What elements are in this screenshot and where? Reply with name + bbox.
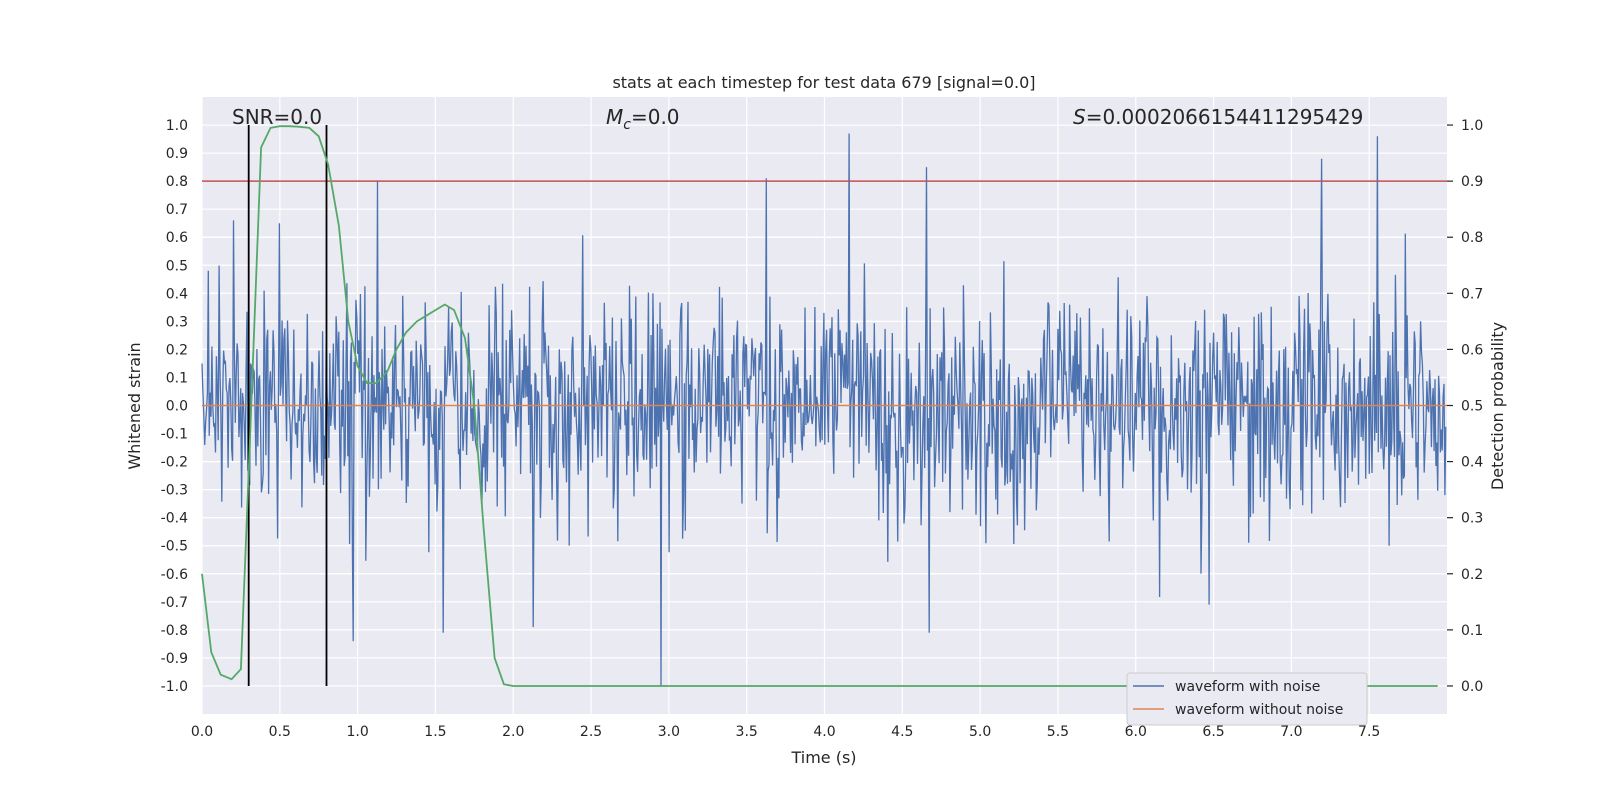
chirp-mass-subscript: c [623,117,631,133]
y-tick-label: 1.0 [166,118,188,134]
x-tick-label: 3.0 [658,724,680,740]
y-tick-label: -0.9 [161,651,188,667]
x-tick-label: 1.5 [424,724,446,740]
legend: waveform with noise waveform without noi… [1126,672,1368,726]
y-tick-label: 0.6 [166,230,188,246]
y2-tick-label: 0.3 [1461,511,1483,527]
x-tick-label: 1.0 [346,724,368,740]
y-tick-label: 0.7 [166,202,188,218]
series-waveform-with-noise [201,133,1447,687]
detection-probability-path [201,125,1438,687]
y-tick-label: -0.5 [161,539,188,555]
y-tick-label: -1.0 [161,679,188,695]
noise-waveform-path [201,133,1447,687]
snr-annotation: SNR=0.0 [232,105,322,129]
y-axis-ticks: 1.0 0.9 0.8 0.7 0.6 0.5 0.4 0.3 0.2 0.1 0.0 -0.1 -0.… [161,118,188,695]
y2-tick-label: 0.6 [1461,342,1483,358]
y-tick-label: -0.1 [161,427,188,443]
x-tick-label: 0.0 [191,724,213,740]
x-tick-label: 4.0 [813,724,835,740]
legend-box [1126,672,1368,726]
y-tick-label: -0.2 [161,455,188,471]
y-tick-label: 0.1 [166,370,188,386]
y2-tick-label: 0.0 [1461,679,1483,695]
y2-axis-label: Detection probability [1488,322,1507,490]
y-tick-label: 0.2 [166,342,188,358]
chirp-mass-annotation: Mc=0.0 [606,105,680,133]
y2-tick-label: 0.4 [1461,455,1483,471]
y-tick-label: -0.6 [161,567,188,583]
y-tick-label: -0.7 [161,595,188,611]
y-tick-label: 0.9 [166,146,188,162]
x-tick-label: 7.5 [1358,724,1380,740]
y2-tick-label: 0.1 [1461,623,1483,639]
x-tick-label: 0.5 [269,724,291,740]
vertical-markers [247,125,328,686]
legend-label-with-noise: waveform with noise [1175,679,1320,695]
y-tick-label: -0.8 [161,623,188,639]
x-axis-label: Time (s) [790,748,856,767]
series-detection-probability [201,125,1438,687]
x-tick-label: 6.5 [1202,724,1224,740]
x-tick-label: 4.5 [891,724,913,740]
x-tick-label: 5.5 [1047,724,1069,740]
x-tick-label: 3.5 [736,724,758,740]
y-tick-label: 0.8 [166,174,188,190]
score-symbol: S [1073,105,1086,129]
y-tick-label: 0.0 [166,399,188,415]
y2-tick-label: 0.8 [1461,230,1483,246]
x-tick-label: 2.5 [580,724,602,740]
score-value: =0.0002066154411295429 [1086,105,1364,129]
chirp-mass-symbol: M [606,105,623,129]
x-tick-label: 2.0 [502,724,524,740]
y-tick-label: -0.4 [161,511,188,527]
x-tick-label: 7.0 [1280,724,1302,740]
x-tick-label: 5.0 [969,724,991,740]
y2-axis-ticks: 1.0 0.9 0.8 0.7 0.6 0.5 0.4 0.3 0.2 0.1 0.0 [1447,118,1483,695]
chirp-mass-value: =0.0 [631,105,680,129]
score-annotation: S=0.0002066154411295429 [1073,105,1363,129]
y2-tick-label: 0.5 [1461,399,1483,415]
y2-tick-label: 0.9 [1461,174,1483,190]
x-axis-ticks: 0.0 0.5 1.0 1.5 2.0 2.5 3.0 3.5 4.0 4.5 5.0 5.5 6.0 6… [191,724,1380,740]
y2-tick-label: 1.0 [1461,118,1483,134]
y-tick-label: 0.3 [166,314,188,330]
y2-tick-label: 0.7 [1461,286,1483,302]
y2-tick-label: 0.2 [1461,567,1483,583]
x-tick-label: 6.0 [1125,724,1147,740]
y-tick-label: -0.3 [161,483,188,499]
y-axis-label: Whitened strain [125,342,144,469]
y-tick-label: 0.5 [166,258,188,274]
y-tick-label: 0.4 [166,286,188,302]
chart-title: stats at each timestep for test data 679… [612,73,1035,92]
legend-label-without-noise: waveform without noise [1175,702,1343,718]
